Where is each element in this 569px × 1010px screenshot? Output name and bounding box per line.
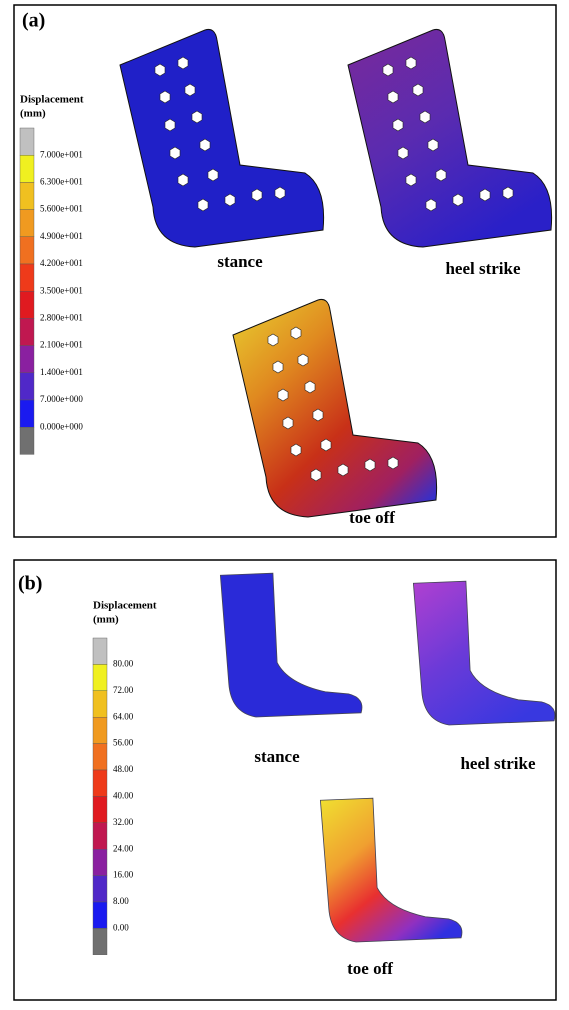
legend-tick-label: 4.200e+001	[40, 258, 83, 268]
legend-swatch	[20, 373, 34, 400]
legend-tick-label: 24.00	[113, 843, 134, 853]
foot-heel-strike	[413, 581, 555, 725]
legend-tick-label: 6.300e+001	[40, 176, 83, 186]
legend-tick-label: 0.00	[113, 922, 129, 932]
caption: heel strike	[445, 259, 521, 278]
figure: (a) (b) Displacement (mm) Displacement (…	[0, 0, 569, 1005]
panel-label: (b)	[18, 573, 42, 595]
legend-swatch	[93, 664, 107, 690]
legend-swatch	[20, 400, 34, 427]
legend-swatch	[20, 264, 34, 291]
legend-swatch	[20, 346, 34, 373]
legend-unit: (mm)	[93, 614, 119, 626]
legend-tick-label: 1.400e+001	[40, 367, 83, 377]
orthosis-stance	[120, 29, 324, 247]
legend-swatch	[93, 717, 107, 743]
orthosis-toe-off	[233, 299, 437, 517]
legend-swatch	[20, 237, 34, 264]
legend-swatch	[20, 210, 34, 237]
legend-tick-label: 7.000e+000	[40, 394, 83, 404]
foot-stance	[220, 573, 362, 717]
orthosis-heel-strike	[348, 29, 552, 247]
legend-swatch	[20, 128, 34, 155]
caption: toe off	[347, 959, 393, 978]
legend-tick-label: 4.900e+001	[40, 231, 83, 241]
legend-unit: (mm)	[20, 108, 46, 120]
legend-tick-label: 3.500e+001	[40, 285, 83, 295]
legend-tick-label: 64.00	[113, 711, 134, 721]
foot-toe-off	[320, 798, 462, 942]
legend-swatch	[93, 928, 107, 954]
legend-tick-label: 40.00	[113, 790, 134, 800]
legend-swatch	[93, 691, 107, 717]
caption: toe off	[349, 508, 395, 527]
legend-swatch	[20, 155, 34, 182]
legend-tick-label: 2.800e+001	[40, 312, 83, 322]
legend-tick-label: 32.00	[113, 817, 134, 827]
legend-tick-label: 8.00	[113, 896, 129, 906]
legend-swatch	[93, 744, 107, 770]
legend-swatch	[20, 427, 34, 454]
caption: heel strike	[460, 754, 536, 773]
legend-swatch	[20, 318, 34, 345]
legend-title: Displacement	[20, 94, 84, 106]
legend-swatch	[93, 849, 107, 875]
legend-swatch	[20, 291, 34, 318]
legend-swatch	[20, 182, 34, 209]
legend-swatch	[93, 796, 107, 822]
caption: stance	[217, 252, 263, 271]
legend-tick-label: 2.100e+001	[40, 340, 83, 350]
legend-tick-label: 56.00	[113, 738, 134, 748]
legend-swatch	[93, 638, 107, 664]
legend-swatch	[93, 902, 107, 928]
legend-swatch	[93, 876, 107, 902]
legend-title: Displacement	[93, 600, 157, 612]
legend-tick-label: 16.00	[113, 870, 134, 880]
panel-label: (a)	[22, 10, 45, 32]
legend-tick-label: 7.000e+001	[40, 149, 83, 159]
legend-swatch	[93, 823, 107, 849]
legend-tick-label: 72.00	[113, 685, 134, 695]
legend-tick-label: 0.000e+000	[40, 421, 83, 431]
caption: stance	[254, 747, 300, 766]
legend-swatch	[93, 770, 107, 796]
legend-tick-label: 48.00	[113, 764, 134, 774]
legend-tick-label: 5.600e+001	[40, 204, 83, 214]
legend-tick-label: 80.00	[113, 658, 134, 668]
